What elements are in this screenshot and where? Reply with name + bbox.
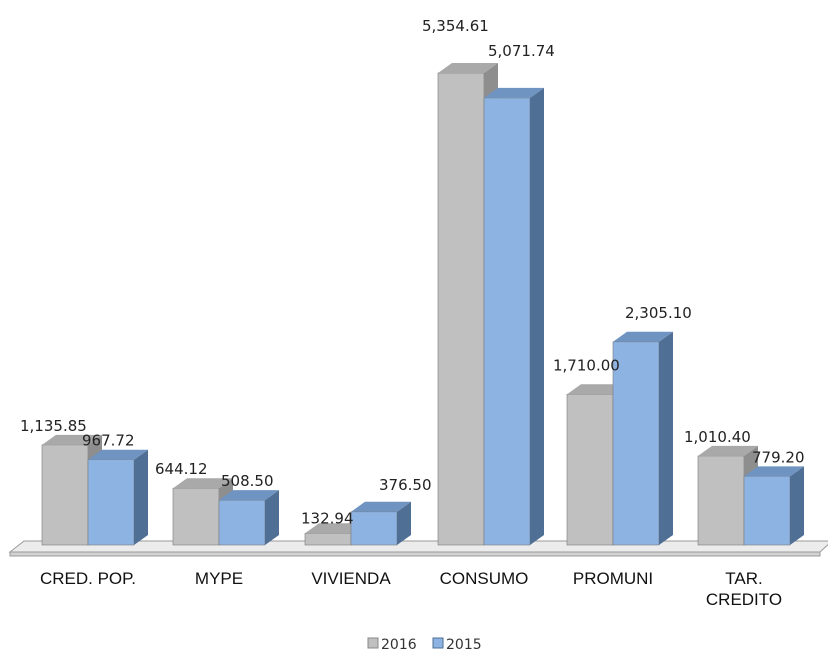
bars-group [41,63,804,546]
bar-front [87,459,135,546]
bar-side [659,331,673,545]
bar-front [612,341,660,546]
legend-label-2016: 2016 [381,637,417,653]
legend-swatch-2015 [432,637,444,649]
data-label-2015-vivienda: 376.50 [379,476,432,494]
data-label-2015-consumo: 5,071.74 [488,42,555,60]
bar-front [483,97,531,546]
category-label-mype: MYPE [195,569,243,588]
legend-label-2015: 2015 [446,637,482,653]
legend: 2016 2015 [367,637,482,653]
bar-side [530,87,544,546]
bar-front [697,455,745,546]
bar-2015-tar-credito [743,466,804,546]
category-label-promuni: PROMUNI [573,569,653,588]
bar-2015-mype [218,490,279,546]
category-label-tar-credito-line2: CREDITO [706,590,782,609]
bar-2015-cred-pop [87,449,148,546]
bar-top [173,478,233,489]
category-label-cred-pop: CRED. POP. [40,569,136,588]
bar-side [134,449,148,545]
bar-side [790,466,804,545]
bar-top [305,523,365,534]
data-label-2015-cred-pop: 967.72 [82,432,135,450]
category-labels-group: CRED. POP. MYPE VIVIENDA CONSUMO PROMUNI TAR.… [40,569,782,609]
data-label-2016-consumo: 5,354.61 [422,17,489,35]
category-label-vivienda: VIVIENDA [311,569,391,588]
bar-front [743,476,791,546]
bar-top [438,63,498,73]
bar-front [41,444,89,546]
bar-top [42,434,102,445]
bar-top [484,87,544,98]
bar-top [219,490,279,501]
data-label-2015-promuni: 2,305.10 [625,304,692,322]
data-label-2016-vivienda: 132.94 [301,509,354,527]
bar-front [566,393,614,546]
floor-edge [9,551,821,557]
bar-front [218,499,266,546]
bar-2015-promuni [612,331,673,546]
bar-side [397,501,411,545]
bar-front [172,487,220,546]
bar-front [304,532,352,546]
bar-2015-vivienda [350,501,411,546]
bar-front [350,511,398,546]
category-label-consumo: CONSUMO [440,569,529,588]
bar-top [698,445,758,456]
data-label-2016-mype: 644.12 [155,460,208,478]
bar-2015-consumo [483,87,544,546]
bar-front [437,72,485,546]
legend-swatch-2016 [367,637,379,649]
bar-top [88,449,148,460]
bar-top [567,384,627,395]
bar-top [613,331,673,342]
data-label-2016-cred-pop: 1,135.85 [20,417,87,435]
data-label-2015-mype: 508.50 [221,472,274,490]
data-label-2016-tar-credito: 1,010.40 [684,428,751,446]
data-label-2016-promuni: 1,710.00 [553,356,620,374]
bar-side [265,490,279,545]
data-label-2015-tar-credito: 779.20 [752,448,805,466]
category-label-tar-credito-line1: TAR. [725,569,762,588]
bar-top [744,466,804,477]
bar-top [351,501,411,512]
